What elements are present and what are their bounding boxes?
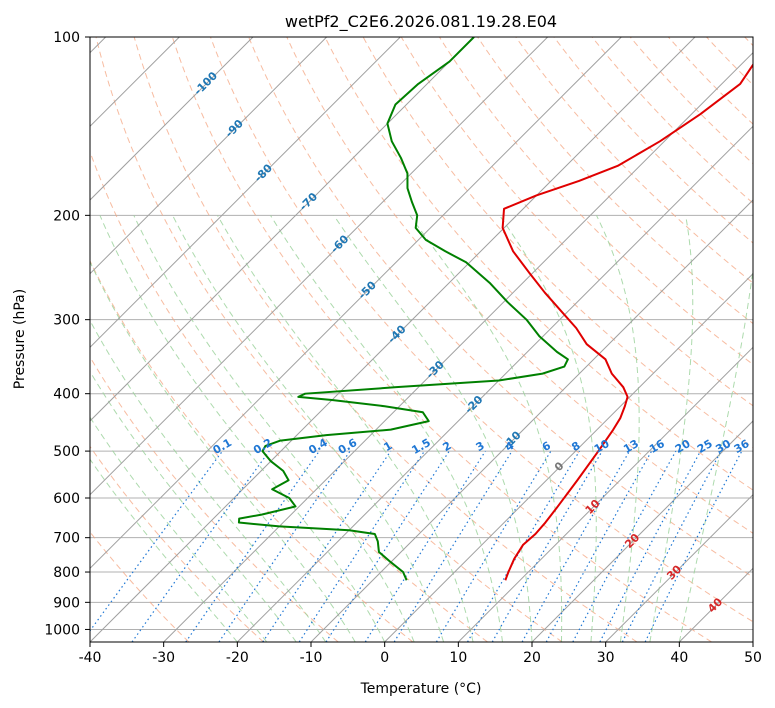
x-tick-label: 10 <box>449 650 467 666</box>
moist-adiabat-line <box>649 215 694 642</box>
y-tick-label: 400 <box>53 387 80 403</box>
isotherm-line <box>90 37 696 642</box>
isotherm-line <box>457 346 753 642</box>
mixing-ratio-line <box>572 450 677 642</box>
isotherm-line <box>90 37 475 422</box>
dry-adiabat-line <box>90 259 414 642</box>
x-tick-label: 30 <box>597 650 615 666</box>
isotherm-line <box>90 37 401 349</box>
x-tick-label: -10 <box>300 650 323 666</box>
mixing-ratio-line <box>325 450 450 642</box>
isotherm-line <box>531 420 753 642</box>
moist-adiabat-line <box>172 215 445 642</box>
mixing-ratio-line <box>599 450 702 642</box>
x-tick-label: 20 <box>523 650 541 666</box>
y-tick-label: 300 <box>53 313 80 329</box>
isotherm-line <box>605 493 753 642</box>
moist-adiabat-line <box>90 319 327 642</box>
isotherm-line <box>310 199 753 642</box>
isotherm-line <box>384 272 753 642</box>
mixing-ratio-line <box>185 450 320 642</box>
moist-adiabat-line <box>90 370 297 642</box>
y-tick-label: 100 <box>53 30 80 46</box>
dry-adiabat-line <box>324 37 753 491</box>
plot-frame <box>89 36 754 643</box>
y-tick-label: 500 <box>53 444 80 460</box>
mixing-ratio-line <box>435 450 552 642</box>
temperature-profile <box>501 62 753 581</box>
mixing-ratio-line <box>131 450 270 642</box>
dry-adiabat-line <box>95 37 563 642</box>
moist-adiabat-line <box>270 215 504 642</box>
dry-adiabat-line <box>362 37 753 449</box>
isotherm-line <box>90 37 622 570</box>
dry-adiabat-line <box>400 37 753 407</box>
dry-adiabat-line <box>133 37 638 642</box>
y-tick-label: 800 <box>53 565 80 581</box>
y-tick-label: 200 <box>53 208 80 224</box>
moist-adiabat-line <box>133 215 415 642</box>
y-tick-label: 700 <box>53 531 80 547</box>
dry-adiabat-line <box>515 37 753 284</box>
dry-adiabat-line <box>171 37 712 642</box>
dry-adiabat-line <box>90 150 488 642</box>
mixing-ratio-line <box>393 450 513 642</box>
x-tick-label: -20 <box>226 650 249 666</box>
x-tick-label: 40 <box>670 650 688 666</box>
isotherm-line <box>90 37 254 201</box>
isotherm-line <box>90 37 328 275</box>
y-tick-label: 1000 <box>44 622 80 638</box>
y-axis-title: Pressure (hPa) <box>12 289 28 389</box>
isotherm-line <box>163 51 753 642</box>
moist-adiabat-line <box>90 458 238 642</box>
x-tick-label: 0 <box>380 650 389 666</box>
x-axis-title: Temperature (°C) <box>360 681 482 697</box>
dry-adiabat-line <box>439 37 753 366</box>
dry-adiabat-line <box>210 37 753 623</box>
moist-adiabat-line <box>99 215 386 642</box>
dewpoint-profile <box>237 37 569 581</box>
chart-title: wetPf2_C2E6.2026.081.19.28.E04 <box>285 12 557 32</box>
mixing-ratio-line <box>218 450 351 642</box>
moist-adiabat-line <box>596 215 640 642</box>
dry-adiabat-line <box>248 37 753 578</box>
isotherm-line <box>236 125 753 642</box>
isotherm-line <box>90 37 549 496</box>
moist-adiabat-line <box>90 416 268 642</box>
mixing-ratio-line <box>262 450 392 642</box>
moist-adiabat-line <box>217 215 474 642</box>
moist-adiabat-line <box>678 265 753 642</box>
x-tick-label: -40 <box>79 650 102 666</box>
mixing-ratio-line <box>298 450 425 642</box>
dry-adiabat-line <box>90 445 264 642</box>
y-tick-label: 900 <box>53 595 80 611</box>
mixing-ratio-line <box>364 450 486 642</box>
moist-adiabat-line <box>499 215 597 642</box>
x-tick-label: 50 <box>744 650 762 666</box>
moist-adiabat-line <box>333 215 533 642</box>
y-tick-label: 600 <box>53 491 80 507</box>
dry-adiabat-line <box>286 37 753 534</box>
x-tick-label: -30 <box>152 650 175 666</box>
dry-adiabat-line <box>553 37 753 244</box>
moist-adiabat-line <box>90 260 356 642</box>
